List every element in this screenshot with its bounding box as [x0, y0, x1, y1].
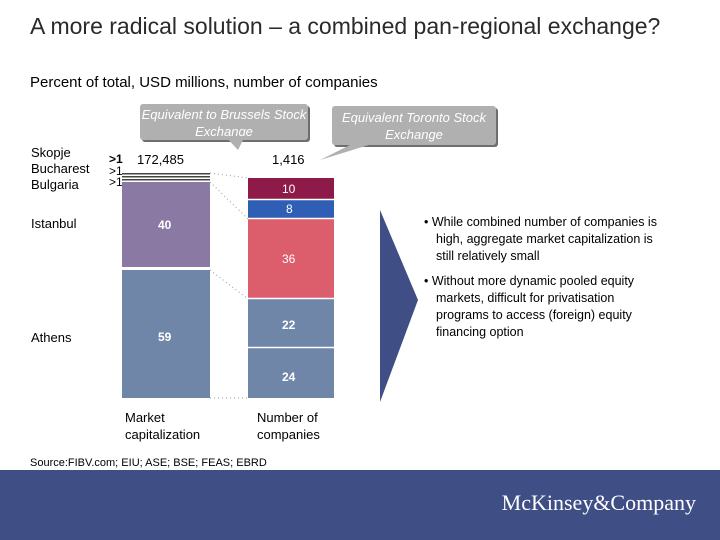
- label-bucharest: Bucharest: [31, 161, 90, 176]
- label-istanbul: Istanbul: [31, 216, 77, 231]
- value-bulgaria-cap: >1: [109, 175, 123, 189]
- value-skopje-companies: 10: [282, 182, 296, 196]
- label-skopje: Skopje: [31, 145, 71, 160]
- callout-brussels-pointer: [225, 136, 245, 150]
- dotted-connectors: [209, 172, 249, 399]
- bullet-1-text: While combined number of companies is hi…: [431, 215, 657, 263]
- bar-segment-istanbul-cap: [122, 182, 210, 268]
- value-athens-companies: 24: [282, 370, 296, 384]
- bar-segment-bulgaria-companies: [248, 219, 334, 298]
- label-athens: Athens: [31, 330, 72, 345]
- total-market-cap: 172,485: [137, 152, 184, 167]
- value-bucharest-cap: >1: [109, 164, 123, 178]
- callout-brussels-text: Equivalent to Brussels Stock Exchange: [141, 107, 307, 139]
- bar-segment-athens-cap: [122, 270, 210, 398]
- brand-logo: McKinsey&Company: [501, 490, 696, 515]
- arrow-chevron: [380, 210, 418, 402]
- page-subtitle: Percent of total, USD millions, number o…: [30, 74, 378, 91]
- bar-market-cap: [122, 173, 210, 398]
- value-istanbul-cap: 40: [158, 218, 172, 232]
- bar-companies: [248, 178, 334, 398]
- total-companies: 1,416: [272, 152, 305, 167]
- page-title: A more radical solution – a combined pan…: [30, 13, 661, 39]
- bullet-1: • While combined number of companies is …: [424, 215, 657, 263]
- bar-segment-skopje-companies: [248, 178, 334, 199]
- callout-toronto-text: Equivalent Toronto Stock Exchange: [341, 110, 487, 142]
- axis-label-market-cap: Market capitalization: [125, 410, 201, 442]
- value-bucharest-companies: 8: [286, 202, 293, 216]
- value-bulgaria-companies: 36: [282, 252, 296, 266]
- bullet-2: • Without more dynamic pooled equity mar…: [424, 274, 635, 339]
- value-athens-cap: 59: [158, 330, 172, 344]
- callout-toronto: Equivalent Toronto Stock Exchange: [332, 106, 496, 145]
- callout-brussels: Equivalent to Brussels Stock Exchange: [140, 104, 308, 140]
- bar-segment-skopje-cap: [122, 173, 210, 175]
- footer-bar: [0, 470, 720, 540]
- bar-segment-istanbul-companies: [248, 299, 334, 347]
- label-bulgaria: Bulgaria: [31, 177, 79, 192]
- callout-toronto-pointer: [320, 140, 385, 160]
- bar-segment-bucharest-cap: [122, 176, 210, 178]
- bar-segment-bulgaria-cap: [122, 179, 210, 181]
- source-note: Source:FIBV.com; EIU; ASE; BSE; FEAS; EB…: [30, 457, 267, 469]
- bullet-2-text: Without more dynamic pooled equity marke…: [431, 274, 635, 339]
- value-skopje-cap: >1: [109, 152, 123, 166]
- bar-segment-athens-companies: [248, 348, 334, 398]
- axis-label-companies: Number of companies: [257, 410, 320, 442]
- bullet-list: • While combined number of companies is …: [424, 214, 664, 349]
- value-istanbul-companies: 22: [282, 318, 296, 332]
- bar-segment-bucharest-companies: [248, 200, 334, 218]
